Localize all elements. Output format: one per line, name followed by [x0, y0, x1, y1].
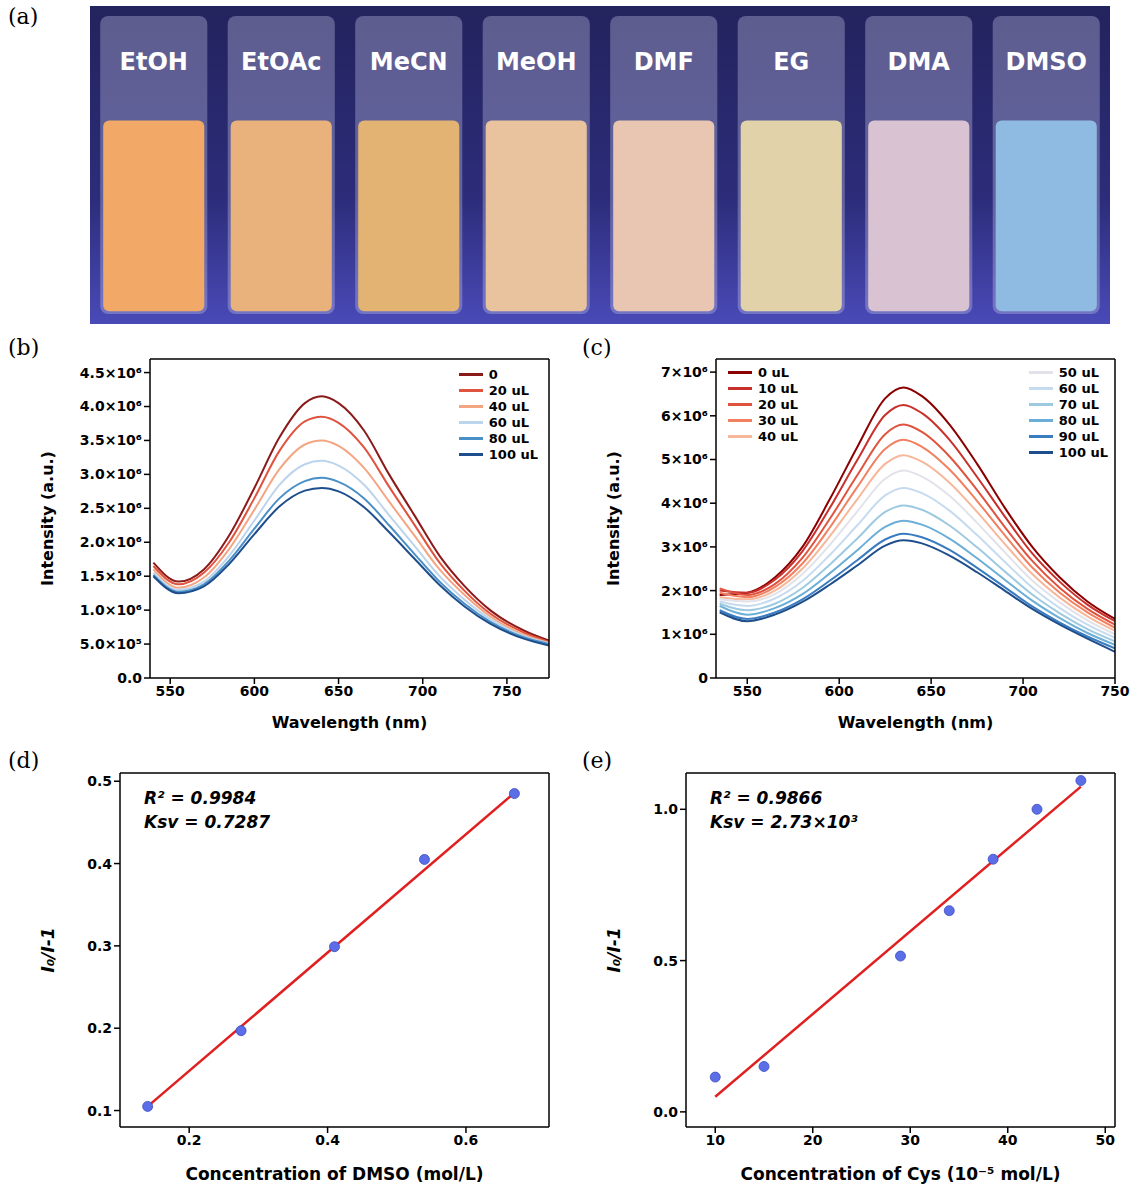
html-text:20 uL: 20 uL — [488, 382, 529, 398]
svg-text:I₀/I-1: I₀/I-1 — [38, 927, 58, 972]
html-text:10 uL: 10 uL — [758, 380, 799, 396]
html-text:0 uL: 0 uL — [758, 364, 790, 380]
html-text:(c): (c) — [582, 335, 612, 360]
svg-text:Wavelength (nm): Wavelength (nm) — [272, 713, 428, 732]
svg-text:EG: EG — [773, 48, 809, 76]
svg-text:Intensity (a.u.): Intensity (a.u.) — [38, 451, 57, 586]
svg-text:0.5: 0.5 — [87, 773, 112, 789]
svg-text:50: 50 — [1096, 1132, 1116, 1148]
svg-text:Intensity (a.u.): Intensity (a.u.) — [604, 451, 623, 586]
svg-text:550: 550 — [733, 683, 762, 699]
html-text:30 uL: 30 uL — [758, 412, 799, 428]
html-text:(d): (d) — [8, 748, 40, 773]
svg-text:5.0×10⁵: 5.0×10⁵ — [80, 636, 142, 652]
svg-text:750: 750 — [492, 683, 521, 699]
svg-text:2.0×10⁶: 2.0×10⁶ — [80, 534, 142, 550]
svg-text:0.5: 0.5 — [653, 953, 678, 969]
svg-text:Concentration of Cys (10⁻⁵ mol: Concentration of Cys (10⁻⁵ mol/L) — [741, 1164, 1061, 1184]
svg-text:4.5×10⁶: 4.5×10⁶ — [80, 365, 142, 381]
svg-text:40: 40 — [998, 1132, 1018, 1148]
svg-text:0.3: 0.3 — [87, 938, 112, 954]
svg-text:Wavelength (nm): Wavelength (nm) — [838, 713, 994, 732]
svg-text:0.2: 0.2 — [177, 1132, 202, 1148]
svg-text:1.0: 1.0 — [653, 801, 678, 817]
svg-text:3.0×10⁶: 3.0×10⁶ — [80, 466, 142, 482]
html-text:90 uL: 90 uL — [1058, 428, 1099, 444]
svg-text:700: 700 — [408, 683, 437, 699]
svg-text:0.4: 0.4 — [315, 1132, 340, 1148]
html-text:100 uL: 100 uL — [488, 446, 538, 462]
svg-text:0.0: 0.0 — [117, 670, 142, 686]
svg-text:1×10⁶: 1×10⁶ — [661, 626, 708, 642]
svg-text:2.5×10⁶: 2.5×10⁶ — [80, 500, 142, 516]
svg-text:550: 550 — [156, 683, 185, 699]
html-text:(b): (b) — [8, 335, 40, 360]
svg-text:0.0: 0.0 — [653, 1104, 678, 1120]
svg-text:7×10⁶: 7×10⁶ — [661, 364, 708, 380]
svg-text:5×10⁶: 5×10⁶ — [661, 451, 708, 467]
html-text:(a): (a) — [8, 4, 39, 29]
html-text:40 uL: 40 uL — [758, 428, 799, 444]
html-text:60 uL: 60 uL — [1058, 380, 1099, 396]
html-text:R² = 0.9866: R² = 0.9866 — [710, 788, 823, 808]
svg-text:30: 30 — [901, 1132, 921, 1148]
svg-text:600: 600 — [825, 683, 854, 699]
svg-text:0.4: 0.4 — [87, 856, 112, 872]
html-text:80 uL: 80 uL — [1058, 412, 1099, 428]
svg-text:4×10⁶: 4×10⁶ — [661, 495, 708, 511]
svg-text:1.5×10⁶: 1.5×10⁶ — [80, 568, 142, 584]
svg-text:0.2: 0.2 — [87, 1020, 112, 1036]
html-text:100 uL: 100 uL — [1058, 444, 1108, 460]
svg-text:650: 650 — [917, 683, 946, 699]
svg-text:EtOAc: EtOAc — [241, 48, 321, 76]
html-text:R² = 0.9984: R² = 0.9984 — [144, 788, 257, 808]
svg-text:2×10⁶: 2×10⁶ — [661, 583, 708, 599]
svg-text:700: 700 — [1008, 683, 1037, 699]
svg-text:0: 0 — [698, 670, 708, 686]
html-text:Ksv = 2.73×10³: Ksv = 2.73×10³ — [710, 812, 858, 832]
html-text:40 uL: 40 uL — [488, 398, 529, 414]
svg-text:6×10⁶: 6×10⁶ — [661, 408, 708, 424]
svg-text:DMF: DMF — [634, 48, 694, 76]
html-text:70 uL: 70 uL — [1058, 396, 1099, 412]
svg-text:750: 750 — [1100, 683, 1129, 699]
svg-text:1.0×10⁶: 1.0×10⁶ — [80, 602, 142, 618]
svg-text:650: 650 — [324, 683, 353, 699]
html-text:60 uL: 60 uL — [488, 414, 529, 430]
svg-text:3×10⁶: 3×10⁶ — [661, 539, 708, 555]
svg-text:Concentration of DMSO (mol/L): Concentration of DMSO (mol/L) — [185, 1164, 483, 1184]
svg-text:10: 10 — [706, 1132, 726, 1148]
svg-text:4.0×10⁶: 4.0×10⁶ — [80, 398, 142, 414]
svg-text:20: 20 — [803, 1132, 823, 1148]
svg-text:MeCN: MeCN — [370, 48, 448, 76]
svg-text:0.1: 0.1 — [87, 1103, 112, 1119]
svg-text:MeOH: MeOH — [496, 48, 577, 76]
html-text:(e): (e) — [582, 748, 613, 773]
html-text:Ksv = 0.7287: Ksv = 0.7287 — [144, 812, 271, 832]
html-text:20 uL: 20 uL — [758, 396, 799, 412]
html-text:0: 0 — [488, 366, 498, 382]
svg-text:600: 600 — [240, 683, 269, 699]
svg-text:EtOH: EtOH — [120, 48, 188, 76]
html-text:80 uL: 80 uL — [488, 430, 529, 446]
svg-text:I₀/I-1: I₀/I-1 — [604, 927, 624, 972]
svg-text:3.5×10⁶: 3.5×10⁶ — [80, 432, 142, 448]
svg-text:0.6: 0.6 — [454, 1132, 479, 1148]
svg-text:DMSO: DMSO — [1006, 48, 1088, 76]
svg-text:DMA: DMA — [888, 48, 951, 76]
html-text:50 uL: 50 uL — [1058, 364, 1099, 380]
